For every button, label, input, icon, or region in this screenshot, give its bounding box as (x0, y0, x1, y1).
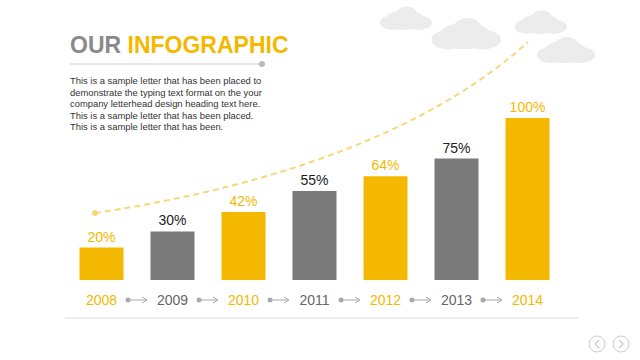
svg-text:2009: 2009 (157, 292, 188, 308)
svg-text:75%: 75% (442, 140, 470, 156)
svg-text:2010: 2010 (228, 292, 259, 308)
svg-text:2008: 2008 (86, 292, 117, 308)
svg-text:2011: 2011 (299, 292, 329, 308)
svg-text:64%: 64% (371, 157, 399, 173)
html-text:This is a sample letter that h: This is a sample letter that has been pl… (70, 75, 262, 133)
svg-text:20%: 20% (87, 229, 115, 245)
svg-text:2012: 2012 (370, 292, 401, 308)
svg-text:2013: 2013 (441, 292, 472, 308)
svg-text:55%: 55% (300, 172, 328, 188)
svg-text:100%: 100% (510, 99, 546, 115)
svg-text:30%: 30% (158, 212, 186, 228)
svg-text:42%: 42% (229, 193, 257, 209)
svg-text:2014: 2014 (512, 292, 543, 308)
svg-text:OUR INFOGRAPHIC: OUR INFOGRAPHIC (70, 32, 289, 58)
